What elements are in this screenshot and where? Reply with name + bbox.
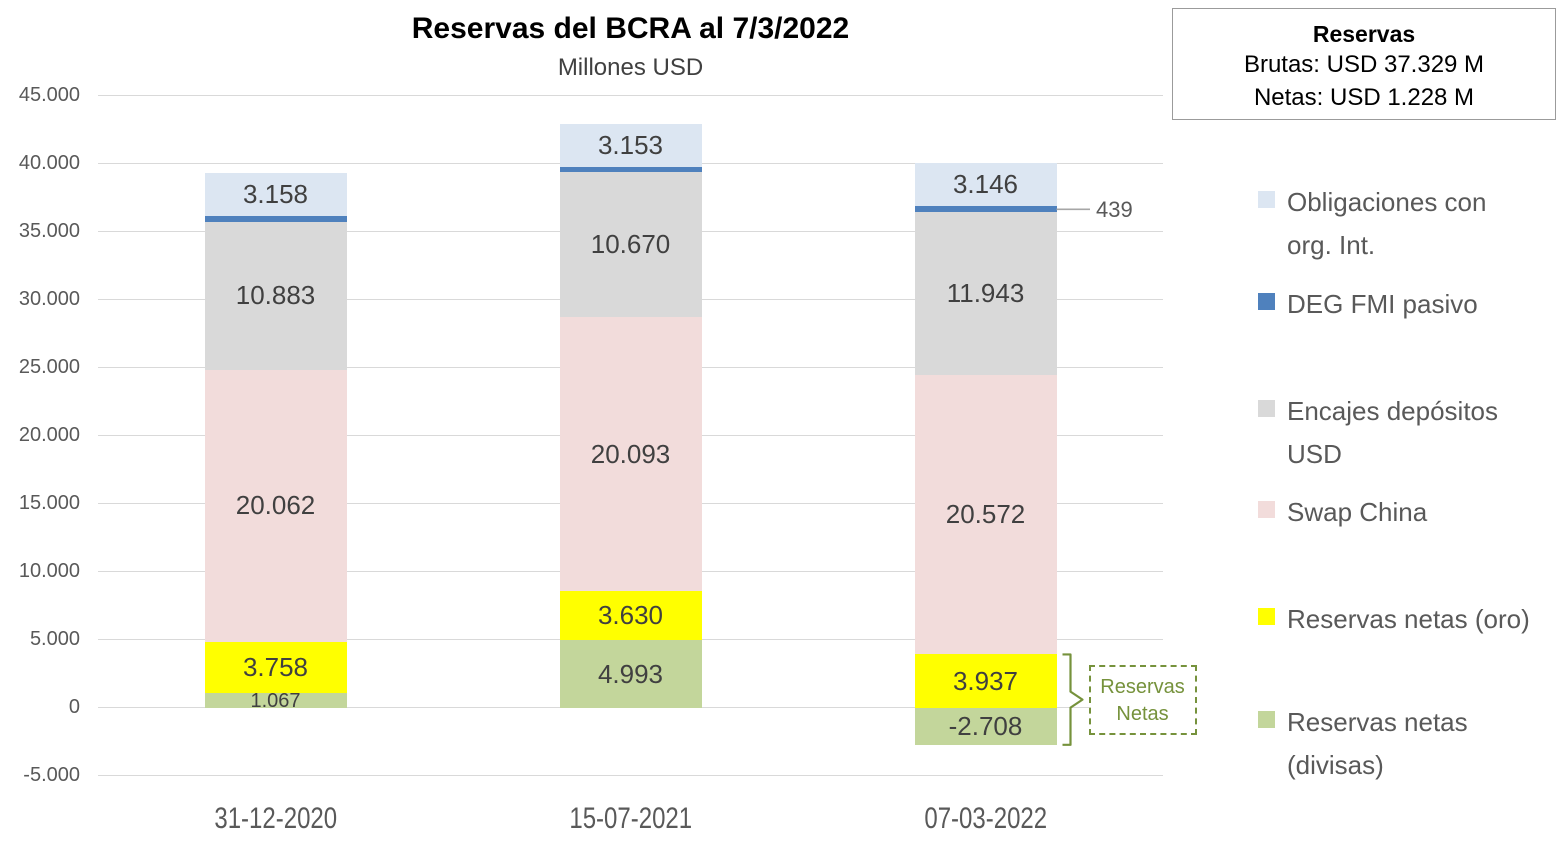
- x-axis-category-label: 07-03-2022: [876, 802, 1096, 836]
- deg-value-label: 439: [1096, 197, 1133, 223]
- bar-segment: 3.153: [559, 124, 702, 168]
- legend-label: Reservas netas (divisas): [1287, 707, 1468, 780]
- legend-item: Reservas netas (divisas): [1258, 701, 1537, 787]
- legend-swatch: [1258, 608, 1275, 625]
- legend-swatch: [1258, 711, 1275, 728]
- legend-label: Swap China: [1287, 497, 1428, 527]
- info-box-netas: Netas: USD 1.228 M: [1253, 84, 1475, 111]
- bar-value-label: 20.062: [235, 490, 316, 521]
- info-box-title: Reservas: [1312, 21, 1416, 47]
- legend-swatch: [1258, 293, 1275, 310]
- legend-label: Reservas netas (oro): [1287, 604, 1530, 634]
- gridline: [98, 95, 1163, 96]
- legend-item: Swap China: [1258, 491, 1537, 534]
- bar-segment: -2.708: [914, 708, 1057, 745]
- legend-swatch: [1258, 501, 1275, 518]
- bar-segment: 10.883: [204, 221, 347, 370]
- y-axis-tick-label: 5.000: [29, 628, 80, 650]
- x-axis-category-text: 31-12-2020: [214, 802, 337, 835]
- info-box-brutas: Brutas: USD 37.329 M: [1243, 51, 1485, 78]
- legend-item: Reservas netas (oro): [1258, 598, 1537, 641]
- reservas-netas-callout: Reservas Netas: [1088, 664, 1197, 735]
- reservas-info-box: Reservas Brutas: USD 37.329 M Netas: USD…: [1172, 8, 1556, 120]
- bar-segment: 3.630: [559, 590, 702, 641]
- bar-segment: 1.067: [204, 689, 347, 712]
- bar-segment: 3.937: [914, 654, 1057, 708]
- bar-value-label: 3.153: [597, 130, 664, 161]
- x-axis-category-text: 07-03-2022: [924, 802, 1047, 835]
- netas-callout-line2: Netas: [1116, 702, 1169, 725]
- bar-segment: 11.943: [914, 212, 1057, 375]
- bar-value-label: 3.158: [242, 179, 309, 210]
- bar-segment: 3.758: [204, 642, 347, 694]
- x-axis-category-text: 15-07-2021: [569, 802, 692, 835]
- bar-value-label: 20.572: [945, 499, 1026, 530]
- legend-item: DEG FMI pasivo: [1258, 283, 1537, 326]
- gridline: [98, 775, 1163, 776]
- bar-segment: 3.146: [914, 163, 1057, 207]
- bar-value-label: 3.937: [952, 665, 1019, 696]
- bar-value-label: 4.993: [597, 658, 664, 689]
- legend-swatch: [1258, 191, 1275, 208]
- bar-segment: [204, 216, 347, 222]
- bar-segment: 20.093: [559, 317, 702, 591]
- bar-value-label: 3.146: [952, 169, 1019, 200]
- x-axis-category-label: 15-07-2021: [521, 802, 741, 836]
- bar-value-label: 10.883: [235, 280, 316, 311]
- bar-segment: [559, 167, 702, 173]
- y-axis-tick-label: 30.000: [18, 288, 80, 310]
- reservas-netas-brace: [1062, 653, 1084, 746]
- y-axis-tick-label: 10.000: [18, 560, 80, 582]
- y-axis-tick-label: 15.000: [18, 492, 80, 514]
- chart-title: Reservas del BCRA al 7/3/2022: [411, 12, 850, 45]
- legend-swatch: [1258, 400, 1275, 417]
- bar-value-label: 20.093: [590, 438, 671, 469]
- legend-label: DEG FMI pasivo: [1287, 289, 1478, 319]
- bar-value-label: 10.670: [590, 229, 671, 260]
- legend-item: Obligaciones con org. Int.: [1258, 181, 1537, 267]
- bar-segment: 10.670: [559, 172, 702, 318]
- bar-segment: 3.158: [204, 173, 347, 217]
- y-axis-tick-label: 0: [68, 696, 80, 718]
- bar-value-label: 3.758: [242, 652, 309, 683]
- bar-value-label: -2.708: [948, 710, 1023, 741]
- bar-segment: [914, 206, 1057, 213]
- legend-label: Obligaciones con org. Int.: [1287, 187, 1487, 260]
- y-axis-tick-label: -5.000: [23, 764, 80, 786]
- bar-segment: 4.993: [559, 640, 702, 708]
- netas-callout-line1: Reservas: [1100, 675, 1185, 698]
- bar-value-label: 3.630: [597, 599, 664, 630]
- y-axis-tick-label: 45.000: [18, 84, 80, 106]
- x-axis-category-label: 31-12-2020: [166, 802, 386, 836]
- y-axis-tick-label: 25.000: [18, 356, 80, 378]
- bar-value-label: 1.067: [250, 689, 301, 712]
- y-axis-tick-label: 35.000: [18, 220, 80, 242]
- bar-segment: 20.062: [204, 369, 347, 643]
- bar-segment: 20.572: [914, 374, 1057, 655]
- chart-subtitle: Millones USD: [557, 54, 704, 81]
- y-axis-tick-label: 20.000: [18, 424, 80, 446]
- legend-label: Encajes depósitos USD: [1287, 396, 1499, 469]
- legend-item: Encajes depósitos USD: [1258, 390, 1537, 476]
- y-axis-tick-label: 40.000: [18, 152, 80, 174]
- bar-value-label: 11.943: [946, 277, 1025, 308]
